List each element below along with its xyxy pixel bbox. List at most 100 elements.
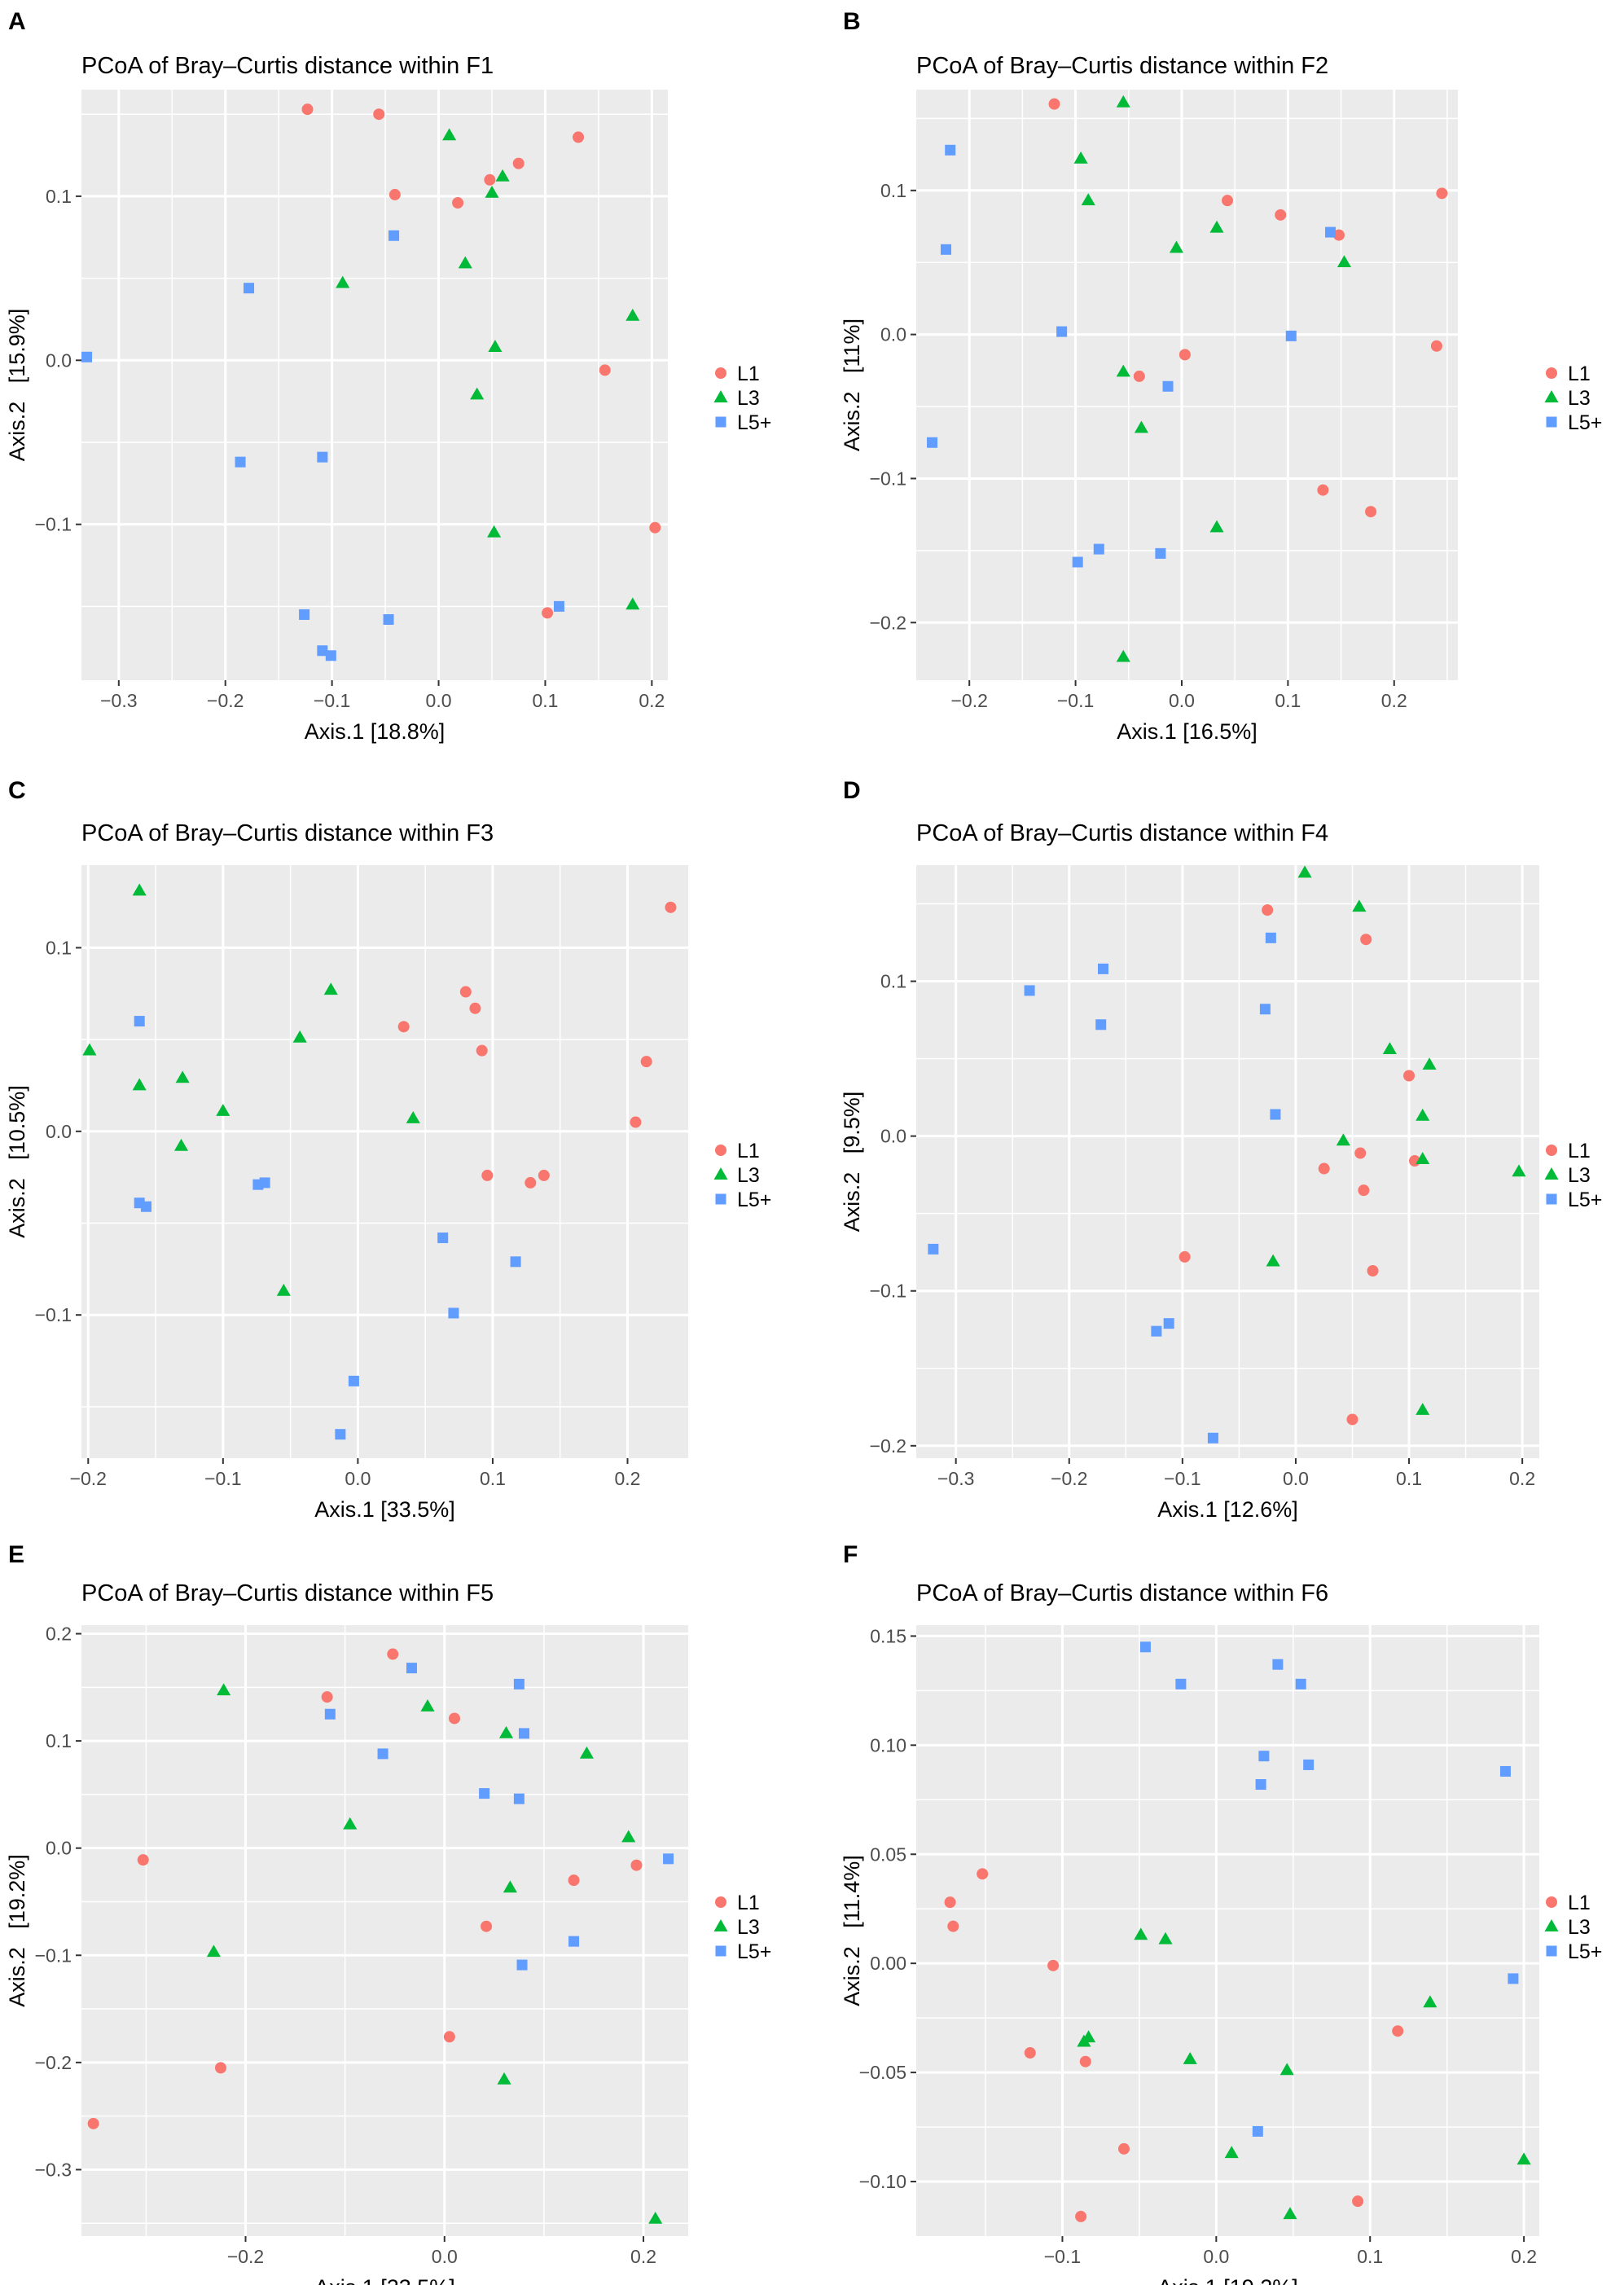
point-l5plus — [377, 1748, 388, 1760]
y-tick-label: −0.2 — [870, 612, 906, 633]
point-l3 — [1169, 240, 1184, 253]
x-tick-label: 0.1 — [1396, 1468, 1422, 1489]
point-l5plus — [1272, 1659, 1284, 1670]
x-tick-label: −0.3 — [100, 690, 137, 711]
point-l1 — [1075, 2210, 1087, 2222]
chart-title: PCoA of Bray–Curtis distance within F3 — [81, 820, 494, 846]
point-l5plus — [335, 1429, 346, 1440]
panel-f: F PCoA of Bray–Curtis distance within F6 −… — [840, 1541, 1602, 2285]
y-tick-label: −0.1 — [870, 468, 906, 489]
legend-label: L5+ — [1568, 1940, 1602, 1963]
chart-title: PCoA of Bray–Curtis distance within F6 — [916, 1580, 1328, 1606]
point-l5plus — [568, 1936, 580, 1947]
point-l3 — [1382, 1042, 1397, 1055]
legend-key-l3 — [1544, 1919, 1559, 1931]
point-l3 — [488, 340, 503, 353]
x-tick-label: −0.2 — [1051, 1468, 1087, 1489]
point-l3 — [1158, 1931, 1173, 1944]
point-l5plus — [553, 600, 564, 612]
plot-background — [916, 1625, 1539, 2236]
point-l1 — [568, 1874, 580, 1887]
point-l1 — [321, 1691, 333, 1703]
point-l3 — [648, 2211, 663, 2224]
legend-label: L5+ — [1568, 1189, 1602, 1211]
point-l5plus — [388, 230, 400, 241]
point-l1 — [944, 1896, 956, 1909]
panel-a: A PCoA of Bray–Curtis distance within F1 −… — [5, 8, 771, 744]
point-l3 — [343, 1817, 358, 1830]
point-l3 — [458, 256, 472, 269]
point-l3 — [216, 1104, 230, 1116]
x-tick-label: 0.0 — [1203, 2246, 1229, 2267]
legend-key-l1 — [715, 367, 726, 379]
plot-background — [81, 1625, 688, 2236]
x-tick-label: −0.2 — [227, 2246, 264, 2267]
point-l5plus — [317, 451, 328, 463]
y-tick-label: −0.1 — [870, 1281, 906, 1302]
point-l5plus — [941, 244, 952, 255]
point-l5plus — [663, 1853, 674, 1865]
y-tick-label: 0.0 — [880, 1126, 906, 1147]
point-l5plus — [1098, 963, 1108, 974]
point-l1 — [1178, 1250, 1191, 1263]
point-l1 — [573, 131, 585, 143]
x-tick-label: 0.2 — [630, 2246, 656, 2267]
legend-label: L3 — [737, 387, 760, 410]
point-l1 — [301, 103, 314, 116]
point-l5plus — [513, 1793, 525, 1804]
y-axis-label: Axis.2 [9.5%] — [840, 1092, 864, 1233]
legend-key-l5plus — [1546, 1193, 1557, 1205]
point-l5plus — [1095, 1019, 1107, 1030]
legend-label: L5+ — [737, 1940, 771, 1963]
point-l3 — [1116, 649, 1130, 662]
x-tick-label: −0.1 — [1057, 690, 1094, 711]
point-l1 — [448, 1712, 460, 1725]
panel-label: A — [8, 8, 26, 35]
point-l5plus — [1139, 1641, 1151, 1653]
legend-key-l3 — [1544, 390, 1559, 402]
point-l1 — [476, 1044, 488, 1057]
x-tick-label: 0.0 — [432, 2246, 458, 2267]
point-l1 — [542, 607, 554, 619]
point-l3 — [498, 1725, 514, 1738]
y-tick-label: −0.2 — [35, 2052, 72, 2073]
x-tick-label: 0.2 — [1509, 1468, 1535, 1489]
point-l3 — [579, 1746, 594, 1759]
legend-label: L1 — [1568, 1892, 1591, 1914]
point-l1 — [1133, 370, 1145, 382]
point-l3 — [420, 1699, 435, 1712]
panel-label: C — [8, 777, 26, 804]
point-l5plus — [325, 650, 336, 661]
x-tick-label: 0.1 — [1357, 2246, 1383, 2267]
point-l1 — [1436, 187, 1448, 200]
point-l3 — [292, 1030, 307, 1043]
point-l1 — [1365, 506, 1377, 518]
point-l1 — [1346, 1413, 1358, 1426]
point-l5plus — [1270, 1109, 1281, 1120]
legend-label: L1 — [1568, 1140, 1591, 1162]
x-axis-label: Axis.1 [33.5%] — [314, 1497, 455, 1522]
point-l3 — [1297, 865, 1312, 878]
point-l1 — [443, 2031, 455, 2043]
point-l1 — [1358, 1184, 1370, 1197]
point-l5plus — [1265, 932, 1276, 943]
panel-label: E — [8, 1541, 24, 1568]
y-axis-label: Axis.2 [11%] — [840, 319, 864, 451]
legend-label: L1 — [1568, 363, 1591, 385]
y-axis-label: Axis.2 [19.2%] — [5, 1854, 29, 2007]
chart-title: PCoA of Bray–Curtis distance within F5 — [81, 1580, 494, 1606]
plot-background — [81, 90, 668, 680]
legend-label: L1 — [737, 1892, 760, 1914]
panel-b: B PCoA of Bray–Curtis distance within F2 −… — [840, 8, 1602, 744]
point-l1 — [397, 1021, 410, 1033]
point-l3 — [217, 1683, 231, 1696]
point-l3 — [487, 525, 502, 538]
legend-key-l5plus — [1546, 416, 1557, 428]
x-tick-label: −0.3 — [937, 1468, 974, 1489]
point-l1 — [1403, 1070, 1416, 1082]
y-tick-label: −0.10 — [859, 2171, 906, 2192]
y-tick-label: 0.1 — [46, 186, 72, 207]
x-tick-label: 0.2 — [615, 1468, 641, 1489]
point-l3 — [1266, 1254, 1280, 1267]
point-l3 — [442, 128, 457, 141]
